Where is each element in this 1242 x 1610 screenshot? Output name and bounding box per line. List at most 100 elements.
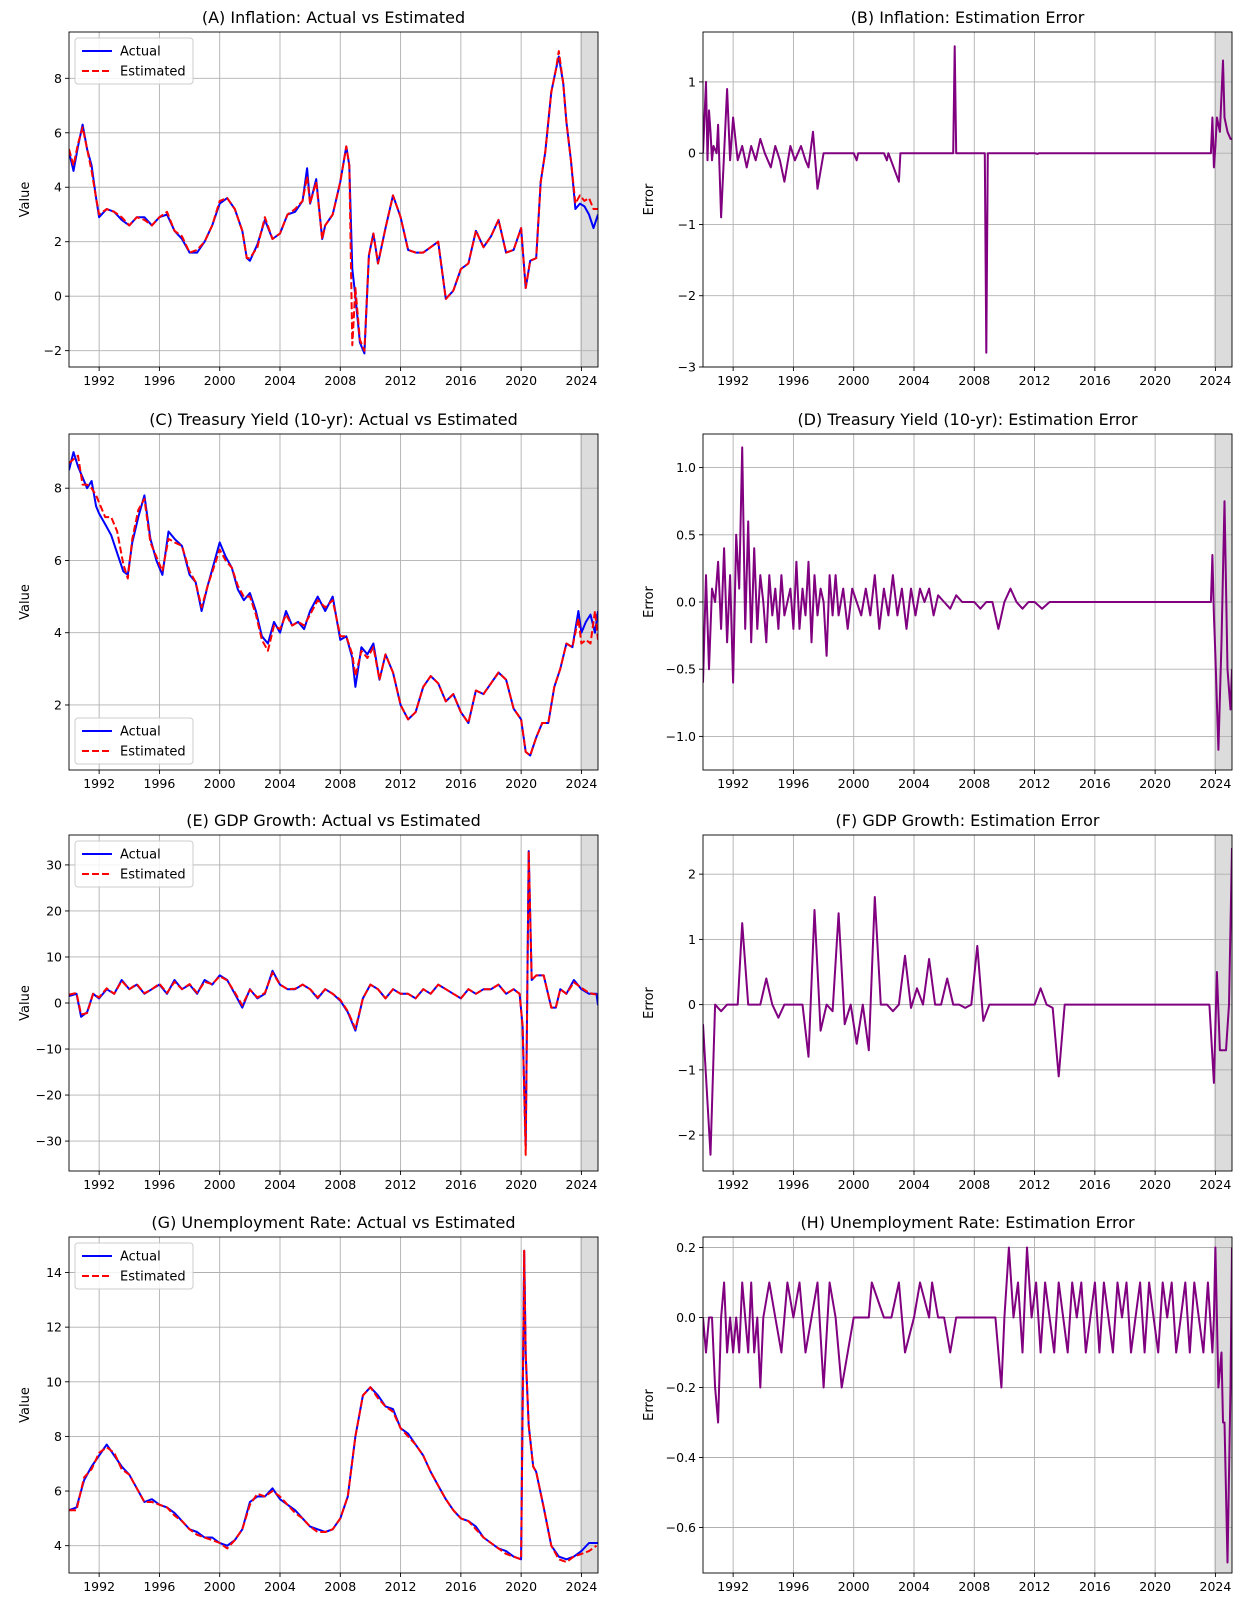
axes-frame [702, 1236, 1233, 1574]
y-tick-label: 6 [54, 125, 62, 140]
x-tick-label: 2020 [505, 373, 537, 388]
legend-actual-label: Actual [120, 1250, 161, 1265]
y-tick-label: 0.0 [676, 1310, 696, 1325]
estimated-series-line [69, 1249, 598, 1564]
x-tick-label: 1996 [778, 373, 810, 388]
legend-estimated-label: Estimated [120, 745, 186, 760]
y-tick-label: 0.2 [676, 1240, 696, 1255]
x-tick-label: 2020 [505, 776, 537, 791]
legend: Actual Estimated [74, 717, 194, 765]
legend-actual-label: Actual [120, 725, 161, 740]
y-tick-label: −30 [36, 1134, 62, 1149]
x-tick-label: 2020 [505, 1579, 537, 1594]
y-tick-label: 0 [688, 997, 696, 1012]
error-series-line [703, 446, 1232, 751]
legend: Actual Estimated [74, 840, 194, 888]
x-tick-label: 2020 [505, 1177, 537, 1192]
y-tick-label: 14 [46, 1265, 62, 1280]
x-tick-label: 2008 [324, 776, 356, 791]
x-tick-label: 2016 [1079, 1177, 1111, 1192]
x-tick-label: 1996 [144, 776, 176, 791]
actual-series-line [69, 1249, 598, 1561]
y-tick-label: 12 [46, 1320, 62, 1335]
y-tick-label: 0 [54, 289, 62, 304]
error-series-line [703, 45, 1232, 354]
x-tick-label: 2012 [1019, 1579, 1051, 1594]
y-tick-label: 1 [688, 932, 696, 947]
y-axis-label: Value [18, 584, 33, 620]
x-tick-label: 2012 [1019, 373, 1051, 388]
axes-frame [68, 834, 599, 1172]
x-tick-label: 2016 [1079, 373, 1111, 388]
chart-f: 1992 1996 2000 2004 2008 2012 2016 2020 2024 −2 −1… [642, 811, 1233, 1192]
y-tick-label: 2 [54, 234, 62, 249]
y-tick-label: 8 [54, 481, 62, 496]
x-tick-label: 1992 [717, 373, 749, 388]
y-tick-label: 0 [688, 146, 696, 161]
legend-box [74, 717, 194, 765]
x-tick-label: 2004 [264, 776, 296, 791]
x-tick-label: 1996 [144, 1177, 176, 1192]
x-tick-label: 1992 [83, 1579, 115, 1594]
axes-frame [702, 31, 1233, 368]
y-axis-label: Error [642, 987, 657, 1019]
y-tick-label: −1 [678, 1062, 696, 1077]
y-tick-label: 4 [54, 180, 62, 195]
chart-title: (F) GDP Growth: Estimation Error [836, 811, 1100, 830]
y-tick-label: 8 [54, 1429, 62, 1444]
chart-c: 1992 1996 2000 2004 2008 2012 2016 2020 2024 2 4 6 8… [18, 410, 599, 791]
x-tick-label: 2004 [898, 1579, 930, 1594]
x-tick-label: 1992 [717, 1177, 749, 1192]
x-tick-label: 2016 [445, 373, 477, 388]
x-tick-label: 1996 [778, 1579, 810, 1594]
x-tick-label: 2004 [898, 373, 930, 388]
x-tick-label: 2024 [566, 373, 598, 388]
estimated-series-line [69, 50, 598, 352]
actual-series-line [69, 451, 598, 757]
x-tick-label: 2020 [1139, 1579, 1171, 1594]
x-tick-label: 2000 [838, 373, 870, 388]
legend-estimated-label: Estimated [120, 1270, 186, 1285]
chart-title: (A) Inflation: Actual vs Estimated [202, 8, 465, 27]
axes-frame [702, 433, 1233, 771]
x-tick-label: 2008 [958, 776, 990, 791]
x-tick-label: 1992 [83, 373, 115, 388]
y-tick-label: −0.6 [666, 1520, 696, 1535]
x-tick-label: 2000 [838, 776, 870, 791]
y-tick-label: 0.0 [676, 595, 696, 610]
legend-estimated-label: Estimated [120, 65, 186, 80]
x-tick-label: 2012 [1019, 1177, 1051, 1192]
axes-frame [68, 31, 599, 368]
x-tick-label: 2004 [264, 1177, 296, 1192]
y-tick-label: 4 [54, 625, 62, 640]
chart-a: 1992 1996 2000 2004 2008 2012 2016 2020 2024 −2 0 2… [18, 8, 599, 388]
x-tick-label: 2024 [566, 1579, 598, 1594]
y-tick-label: 4 [54, 1538, 62, 1553]
x-tick-label: 2012 [385, 1579, 417, 1594]
y-tick-label: 20 [46, 903, 62, 918]
y-tick-label: −0.4 [666, 1450, 696, 1465]
y-tick-label: −0.2 [666, 1380, 696, 1395]
x-tick-label: 1992 [83, 776, 115, 791]
y-axis-label: Value [18, 1387, 33, 1423]
x-tick-label: 1996 [144, 373, 176, 388]
x-tick-label: 2008 [958, 1579, 990, 1594]
y-tick-label: 10 [46, 1374, 62, 1389]
y-tick-label: 0.5 [676, 527, 696, 542]
x-tick-label: 2012 [385, 776, 417, 791]
axes-frame [68, 1236, 599, 1574]
y-tick-label: −20 [36, 1088, 62, 1103]
chart-title: (E) GDP Growth: Actual vs Estimated [186, 811, 480, 830]
legend-box [74, 840, 194, 888]
x-tick-label: 2008 [324, 1177, 356, 1192]
x-tick-label: 2012 [385, 373, 417, 388]
x-tick-label: 2020 [1139, 373, 1171, 388]
x-tick-label: 2008 [324, 1579, 356, 1594]
forecast-band [1213, 835, 1232, 1171]
chart-title: (H) Unemployment Rate: Estimation Error [800, 1213, 1135, 1232]
y-tick-label: 10 [46, 949, 62, 964]
axes-frame [702, 834, 1233, 1172]
x-tick-label: 2020 [1139, 1177, 1171, 1192]
x-tick-label: 2024 [566, 1177, 598, 1192]
